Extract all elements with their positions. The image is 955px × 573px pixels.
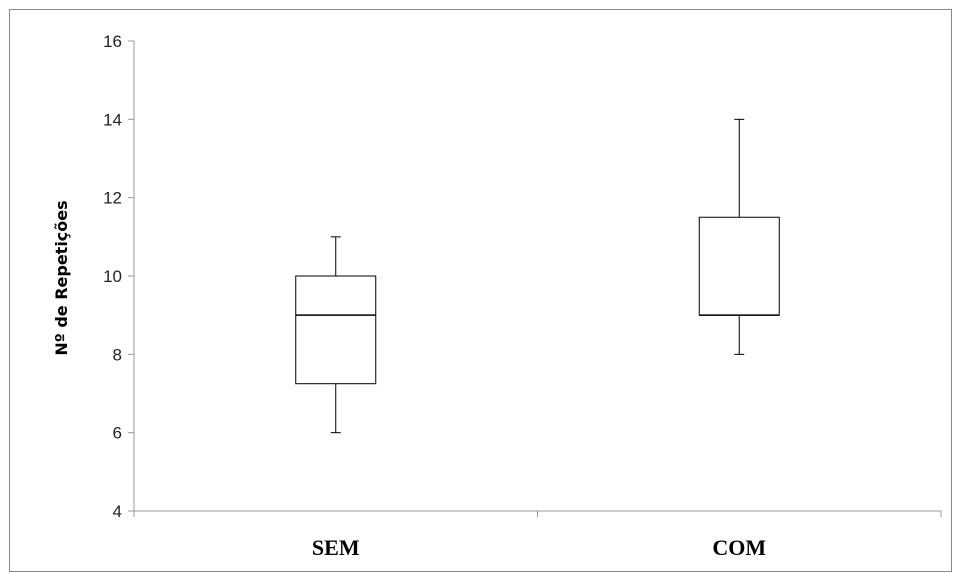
y-tick-label: 8 xyxy=(113,345,122,364)
box-com xyxy=(698,118,780,355)
axes: 4 6 8 10 12 14 16 SEM COM xyxy=(103,32,942,560)
y-tick-label: 6 xyxy=(113,424,122,443)
y-tick-label: 4 xyxy=(113,502,122,521)
y-tick-label: 16 xyxy=(103,32,122,51)
chart-frame xyxy=(9,9,952,572)
y-axis-title: Nº de Repetições xyxy=(52,200,71,355)
box-sem xyxy=(295,236,377,434)
x-category-label: SEM xyxy=(312,535,360,560)
iqr-box xyxy=(698,216,780,316)
y-tick-label: 12 xyxy=(103,189,122,208)
iqr-box xyxy=(295,275,377,385)
y-tick-label: 14 xyxy=(103,110,122,129)
y-tick-label: 10 xyxy=(103,267,122,286)
boxes xyxy=(295,118,780,434)
x-category-label: COM xyxy=(712,535,766,560)
